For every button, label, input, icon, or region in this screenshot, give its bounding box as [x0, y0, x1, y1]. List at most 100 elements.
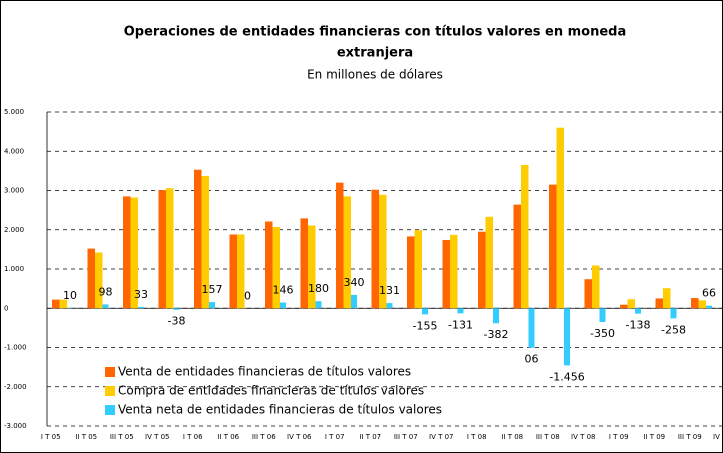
data-label: 180 [308, 282, 329, 295]
data-label: 131 [379, 284, 400, 297]
bar [407, 236, 415, 309]
bar [592, 265, 600, 309]
bar [442, 239, 450, 309]
bar [620, 304, 628, 309]
bar [194, 169, 202, 309]
x-tick-label: III T 08 [536, 433, 560, 441]
bar [209, 302, 215, 309]
x-tick-label: III T 09 [678, 433, 702, 441]
bar [379, 194, 387, 309]
data-label: -258 [661, 323, 686, 336]
bar [280, 302, 286, 309]
bar [315, 301, 322, 309]
y-tick-label: 4.000 [4, 147, 24, 155]
bar [95, 252, 103, 309]
x-tick-label: I T 08 [467, 433, 487, 441]
legend-label: Compra de entidades financieras de títul… [118, 384, 424, 398]
x-tick-label: IV T 05 [145, 433, 170, 441]
bar [173, 308, 180, 310]
bar [351, 294, 357, 309]
bar [52, 299, 60, 309]
bar [102, 304, 109, 309]
y-tick-label: -1.000 [4, 344, 27, 352]
x-tick-label: IV T 09 [713, 433, 723, 441]
legend-swatch [105, 367, 115, 377]
bar [584, 279, 592, 309]
bar [528, 308, 535, 348]
chart-title: extranjera [337, 46, 413, 61]
chart-subtitle: En millones de dólares [307, 68, 443, 82]
bar [485, 216, 493, 309]
y-tick-label: -3.000 [4, 422, 27, 430]
data-label: 10 [63, 289, 77, 302]
bar [59, 299, 67, 309]
bar [130, 197, 138, 309]
y-tick-label: 0 [4, 304, 8, 312]
data-label: -155 [413, 319, 438, 332]
bar [521, 164, 529, 309]
data-label: -138 [626, 319, 651, 332]
data-label: -38 [168, 315, 186, 328]
x-tick-label: III T 06 [252, 433, 276, 441]
x-tick-label: I T 05 [41, 433, 61, 441]
data-label: 340 [344, 276, 365, 289]
bar [138, 306, 144, 309]
bar [706, 305, 712, 309]
bar [201, 175, 209, 309]
bar [556, 127, 564, 309]
bar [549, 184, 557, 309]
bar [663, 288, 671, 309]
bar [343, 196, 351, 309]
bar [635, 308, 641, 314]
legend-swatch [105, 386, 115, 396]
x-tick-label: IV T 08 [571, 433, 596, 441]
bar [513, 204, 521, 309]
x-tick-label: IV T 07 [429, 433, 454, 441]
data-label: 0 [244, 289, 251, 302]
y-tick-label: 1.000 [4, 265, 24, 273]
y-tick-label: 5.000 [4, 108, 24, 116]
bar [450, 234, 458, 309]
chart-title: Operaciones de entidades financieras con… [124, 25, 627, 40]
legend-label: Venta de entidades financieras de título… [118, 365, 411, 379]
bar [493, 308, 499, 324]
x-tick-label: I T 09 [609, 433, 629, 441]
data-label: 146 [273, 284, 294, 297]
x-tick-label: II T 09 [643, 433, 665, 441]
bar [414, 230, 422, 309]
bar [158, 190, 166, 309]
x-tick-label: II T 06 [217, 433, 239, 441]
x-tick-label: I T 07 [325, 433, 345, 441]
y-tick-label: 3.000 [4, 187, 24, 195]
bar [123, 196, 131, 309]
y-tick-label: -2.000 [4, 383, 27, 391]
data-label: 157 [202, 283, 223, 296]
bar [422, 308, 428, 315]
bar [166, 188, 174, 309]
x-tick-label: II T 05 [75, 433, 97, 441]
legend-swatch [105, 405, 115, 415]
x-tick-label: IV T 06 [287, 433, 312, 441]
bar [237, 234, 245, 309]
data-label: 06 [525, 353, 539, 366]
bar [371, 189, 379, 309]
legend-label: Venta neta de entidades financieras de t… [118, 403, 442, 417]
y-tick-label: 2.000 [4, 226, 24, 234]
x-tick-label: I T 06 [183, 433, 203, 441]
bar [691, 298, 699, 309]
x-tick-label: II T 08 [501, 433, 523, 441]
bar [336, 182, 344, 309]
bar [564, 308, 570, 366]
bar [87, 248, 95, 309]
bar [229, 234, 237, 309]
data-label: -1.456 [549, 370, 584, 383]
bar [265, 221, 273, 309]
bar [698, 300, 706, 309]
data-label: 66 [702, 287, 716, 300]
bar [386, 303, 393, 309]
data-label: 33 [134, 288, 148, 301]
bar [655, 298, 663, 309]
x-tick-label: II T 07 [359, 433, 381, 441]
